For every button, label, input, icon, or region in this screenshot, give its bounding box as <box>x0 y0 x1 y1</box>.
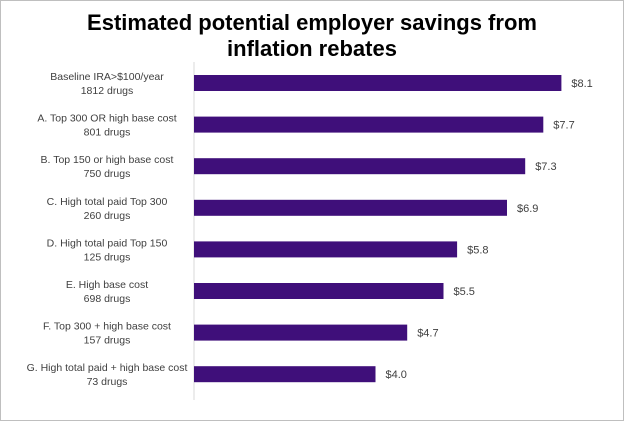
category-label-7-line-1: 73 drugs <box>87 376 128 388</box>
value-labels-group: $8.1 $7.7 $7.3 $6.9 $5.8 $5.5 $4.7 $4.0 <box>386 78 593 381</box>
value-label-7: $4.0 <box>386 369 407 381</box>
chart-title-line-1: Estimated potential employer savings fro… <box>87 10 537 35</box>
chart-title: Estimated potential employer savings fro… <box>0 10 624 62</box>
value-label-3: $6.9 <box>517 203 538 215</box>
value-label-0: $8.1 <box>571 78 592 90</box>
bar-3 <box>194 199 507 216</box>
value-label-1: $7.7 <box>553 120 574 132</box>
bar-5 <box>194 283 444 299</box>
category-label-5-line-0: E. High base cost <box>66 279 148 291</box>
bar-0 <box>194 75 562 91</box>
category-label-2-line-1: 750 drugs <box>84 168 131 180</box>
bar-1 <box>194 116 544 133</box>
bar-7 <box>194 366 376 383</box>
value-label-5: $5.5 <box>454 286 475 298</box>
category-label-1-line-0: A. Top 300 OR high base cost <box>37 113 176 125</box>
category-label-0-line-0: Baseline IRA>$100/year <box>50 71 164 83</box>
category-label-5-line-1: 698 drugs <box>84 293 131 305</box>
category-label-4-line-1: 125 drugs <box>84 251 131 263</box>
bar-2 <box>194 158 526 175</box>
category-label-3-line-0: C. High total paid Top 300 <box>47 196 168 208</box>
chart-title-line-2: inflation rebates <box>227 36 397 61</box>
bars-group <box>194 75 562 383</box>
category-label-7-line-0: G. High total paid + high base cost <box>27 362 188 374</box>
value-label-4: $5.8 <box>467 244 488 256</box>
category-labels-group: Baseline IRA>$100/year 1812 drugs A. Top 3… <box>27 71 188 388</box>
category-label-6-line-1: 157 drugs <box>84 335 131 347</box>
category-label-3-line-1: 260 drugs <box>84 210 131 222</box>
value-label-2: $7.3 <box>535 161 556 173</box>
bar-6 <box>194 324 408 341</box>
category-label-2-line-0: B. Top 150 or high base cost <box>41 154 174 166</box>
category-label-6-line-0: F. Top 300 + high base cost <box>43 321 171 333</box>
category-label-4-line-0: D. High total paid Top 150 <box>47 237 168 249</box>
bar-4 <box>194 241 458 258</box>
category-label-1-line-1: 801 drugs <box>84 127 131 139</box>
category-label-0-line-1: 1812 drugs <box>81 85 134 97</box>
value-label-6: $4.7 <box>417 328 438 340</box>
